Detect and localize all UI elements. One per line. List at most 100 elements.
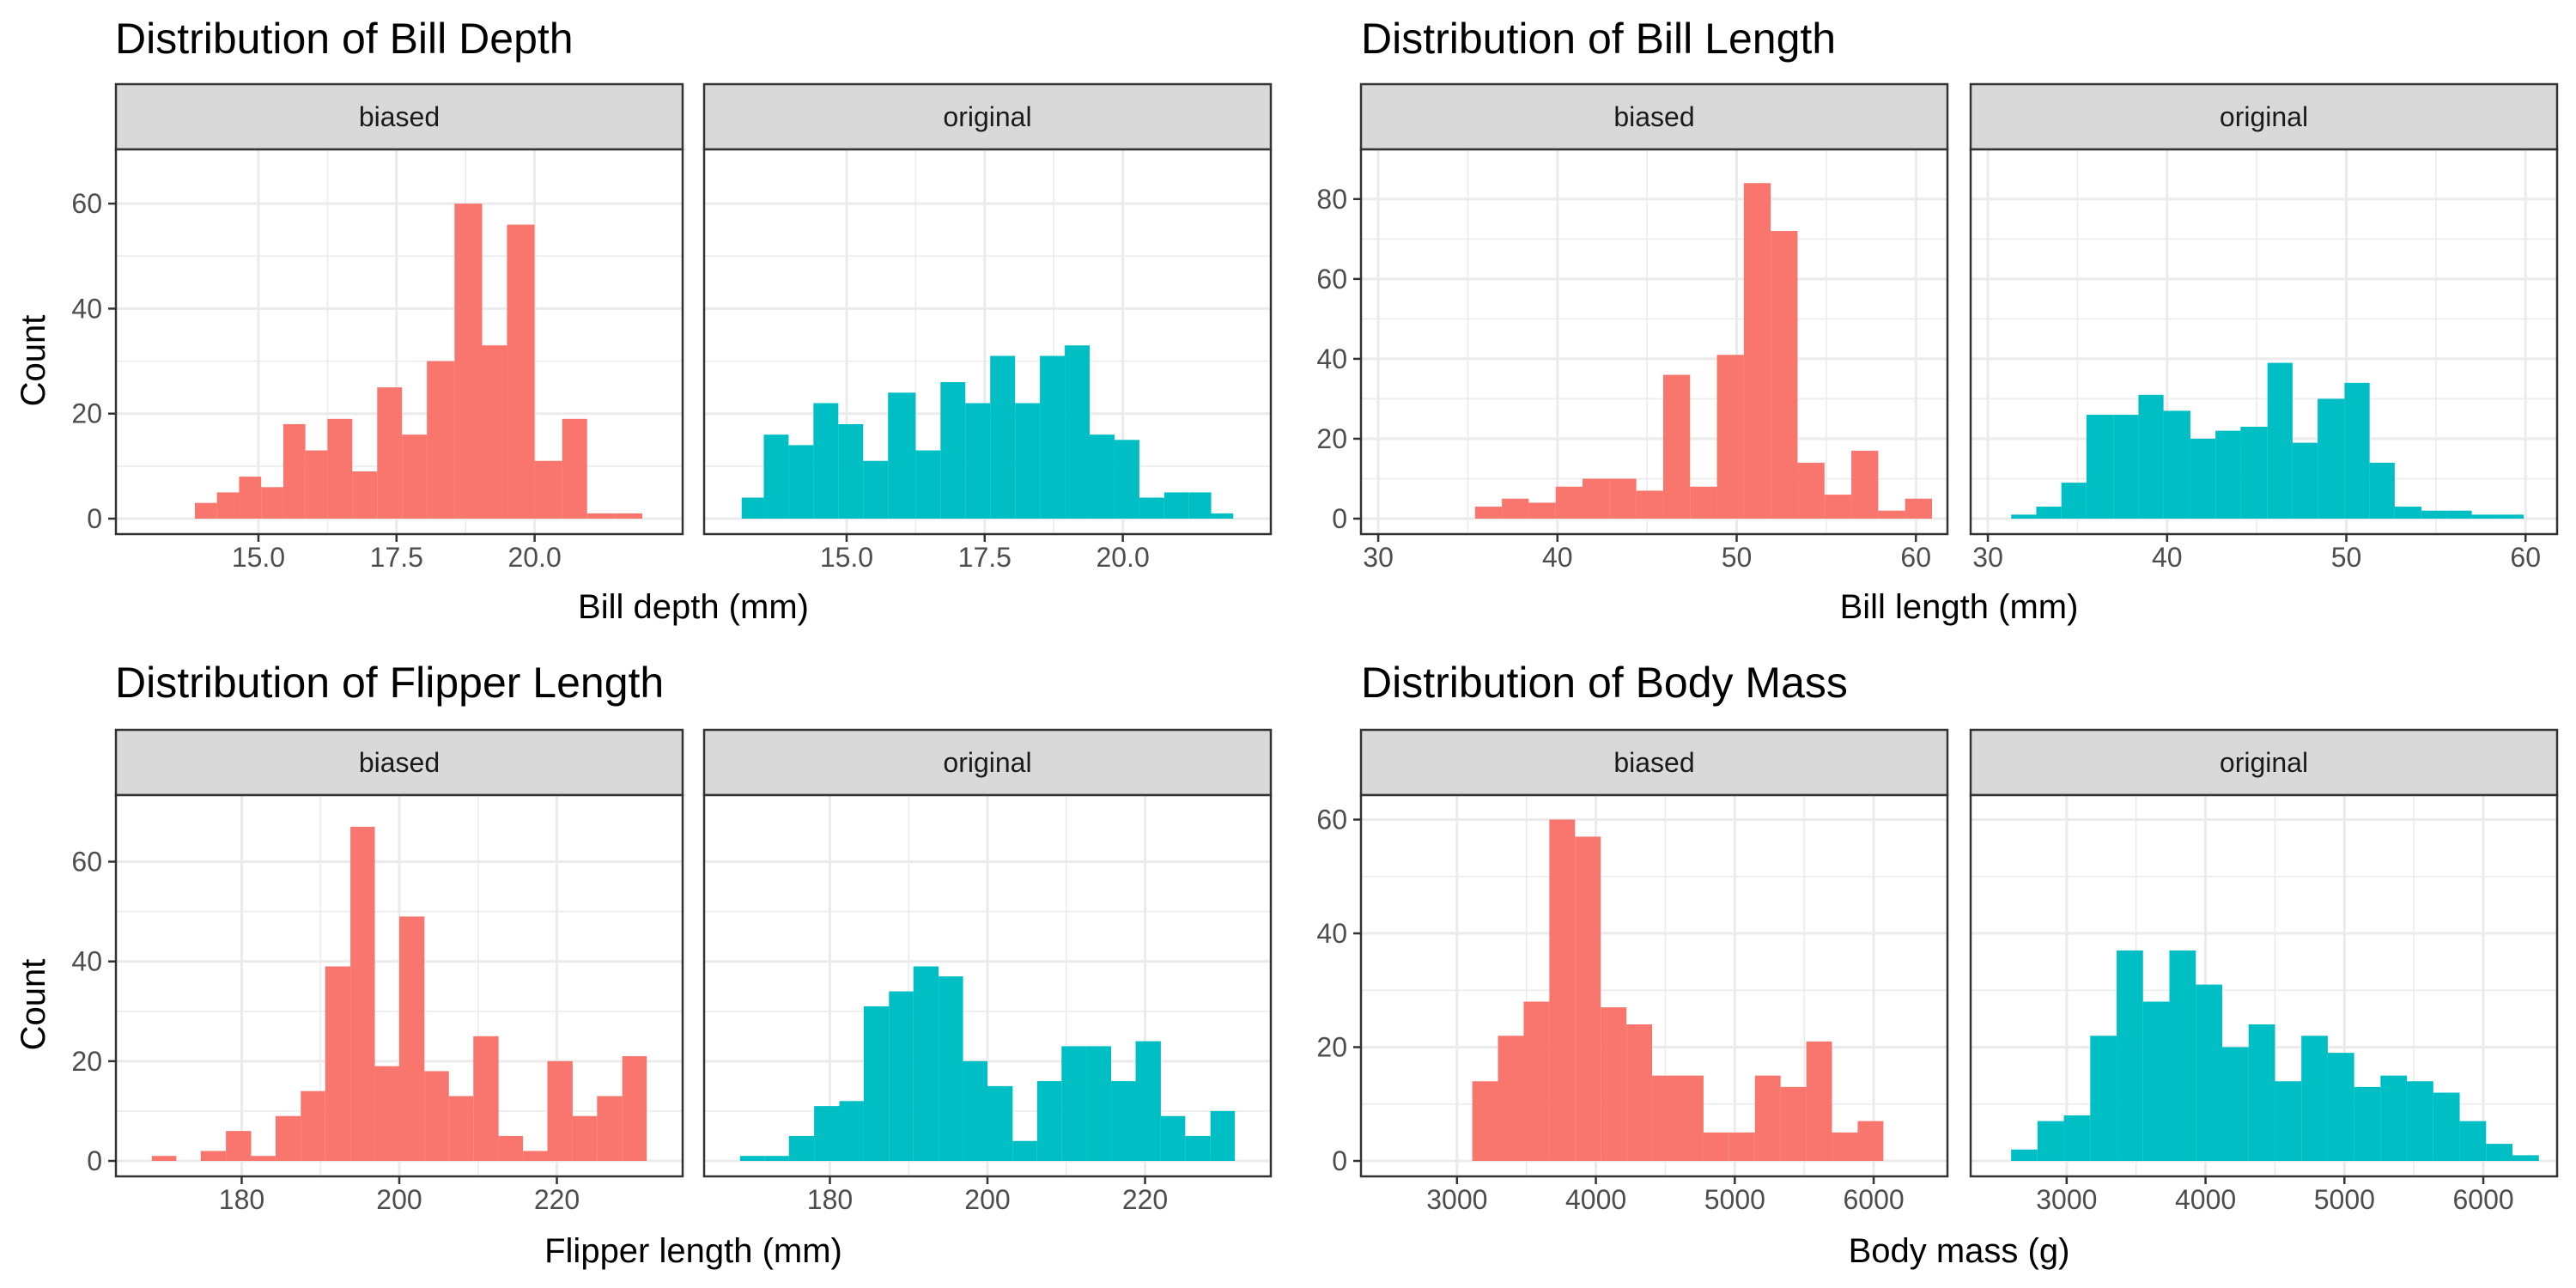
y-tick-label: 40 <box>1316 918 1347 949</box>
histogram-bar <box>473 1036 499 1161</box>
histogram-bar <box>788 1135 815 1161</box>
x-tick-label: 15.0 <box>820 542 873 573</box>
x-tick-label: 6000 <box>2452 1184 2513 1215</box>
histogram-bar <box>2011 514 2037 519</box>
panel-border <box>1969 793 2559 1178</box>
histogram-bar <box>1502 498 1529 519</box>
histogram-bar <box>2459 1121 2487 1161</box>
x-tick-label: 4000 <box>2175 1184 2236 1215</box>
facet-strip-label: biased <box>1613 747 1694 778</box>
histogram-bar <box>839 1101 864 1161</box>
x-tick-label: 17.5 <box>958 542 1012 573</box>
histogram-bar <box>2090 1036 2117 1161</box>
histogram-bar <box>915 450 941 519</box>
histogram-bar <box>352 471 378 519</box>
histogram-bar <box>1857 1121 1884 1161</box>
x-tick-label: 50 <box>2331 542 2362 573</box>
histogram-bar <box>622 1056 647 1161</box>
histogram-bar <box>1188 492 1212 519</box>
facet-strip <box>702 82 1273 151</box>
histogram-bar <box>2036 507 2062 519</box>
y-tick-label: 20 <box>1316 423 1347 454</box>
histogram-bar <box>1111 1081 1136 1161</box>
facet-strip <box>1969 728 2559 797</box>
histogram-bar <box>2275 1081 2302 1161</box>
facet-original: original 15.0 17.5 20.0 <box>702 82 1273 573</box>
histogram-bar <box>2037 1121 2064 1161</box>
histogram-bar <box>2196 984 2222 1161</box>
x-axis-label: Bill length (mm) <box>1840 588 2079 626</box>
histogram-bar <box>2061 483 2087 519</box>
chart-panel-4: Distribution of Body Mass biased 3000 4000 5… <box>1316 659 2559 1270</box>
histogram-bar <box>427 361 455 519</box>
histogram-bar <box>1780 1086 1807 1161</box>
histogram-bar <box>448 1096 474 1161</box>
histogram-bar <box>1690 486 1717 519</box>
facet-strip <box>702 728 1273 797</box>
histogram-bar <box>1086 1046 1112 1161</box>
y-tick-label: 60 <box>1316 805 1347 835</box>
x-tick-label: 30 <box>1972 542 2003 573</box>
x-tick-label: 200 <box>964 1184 1010 1215</box>
x-tick-label: 17.5 <box>370 542 423 573</box>
histogram-bar <box>1806 1041 1832 1161</box>
histogram-bar <box>1636 490 1663 519</box>
histogram-bar <box>1474 507 1503 519</box>
histogram-bar <box>2086 415 2114 519</box>
histogram-bar <box>1163 492 1189 519</box>
x-axis-label: Flipper length (mm) <box>544 1232 842 1270</box>
histogram-bar <box>194 502 217 519</box>
facet-biased: biased 180 200 220 0 20 40 60 <box>71 728 684 1215</box>
histogram-bar <box>1528 502 1556 519</box>
histogram-bar <box>963 1060 987 1161</box>
panel-border <box>1359 793 1949 1178</box>
histogram-bar <box>586 513 615 519</box>
panel-border <box>114 148 684 536</box>
histogram-bar <box>1754 1075 1781 1161</box>
histogram-bar <box>523 1151 548 1161</box>
histogram-bar <box>990 355 1016 519</box>
y-tick-label: 20 <box>71 1046 102 1077</box>
facet-biased: biased 3000 4000 5000 6000 0 20 40 60 <box>1316 728 1949 1215</box>
histogram-bar <box>2063 1115 2091 1161</box>
x-axis-label: Body mass (g) <box>1849 1232 2070 1270</box>
x-tick-label: 5000 <box>2314 1184 2375 1215</box>
histogram-bar <box>261 487 283 519</box>
facet-strip-label: original <box>943 747 1031 778</box>
histogram-bar <box>377 387 403 519</box>
x-tick-label: 220 <box>534 1184 580 1215</box>
histogram-bar <box>764 1156 789 1161</box>
y-axis-label: Count <box>15 315 52 407</box>
facet-strip-label: original <box>2220 101 2308 132</box>
x-tick-label: 20.0 <box>507 542 561 573</box>
histogram-bar <box>482 345 507 519</box>
histogram-bar <box>1139 497 1164 519</box>
histogram-bar <box>498 1135 524 1161</box>
histogram-bar <box>2327 1053 2354 1161</box>
histogram-bar <box>1677 1075 1704 1161</box>
histogram-bar <box>402 434 428 519</box>
facet-strip <box>114 728 684 797</box>
histogram-bar <box>1015 403 1041 519</box>
histogram-bar <box>739 1156 765 1161</box>
histogram-bar <box>399 916 425 1161</box>
histogram-bar <box>763 434 789 519</box>
histogram-bar <box>1114 440 1139 519</box>
x-tick-label: 180 <box>219 1184 264 1215</box>
histogram-bar <box>325 966 351 1161</box>
chart-title: Distribution of Flipper Length <box>115 659 664 707</box>
histogram-bar <box>226 1131 252 1161</box>
histogram-bar <box>301 1091 325 1161</box>
histogram-bar <box>863 1005 890 1161</box>
facet-original: original 3000 4000 5000 6000 <box>1969 728 2559 1215</box>
chart-panel-1: Distribution of Bill Depth biased 15.0 17.5… <box>15 15 1273 626</box>
histogram-bar <box>2190 438 2216 519</box>
histogram-bar <box>741 497 764 519</box>
y-tick-label: 40 <box>1316 343 1347 374</box>
histogram-bar <box>614 513 643 519</box>
histogram-bar <box>2248 1024 2275 1161</box>
histogram-bar <box>2301 1036 2328 1161</box>
histogram-bar <box>1771 231 1798 519</box>
histogram-bar <box>1061 1046 1087 1161</box>
